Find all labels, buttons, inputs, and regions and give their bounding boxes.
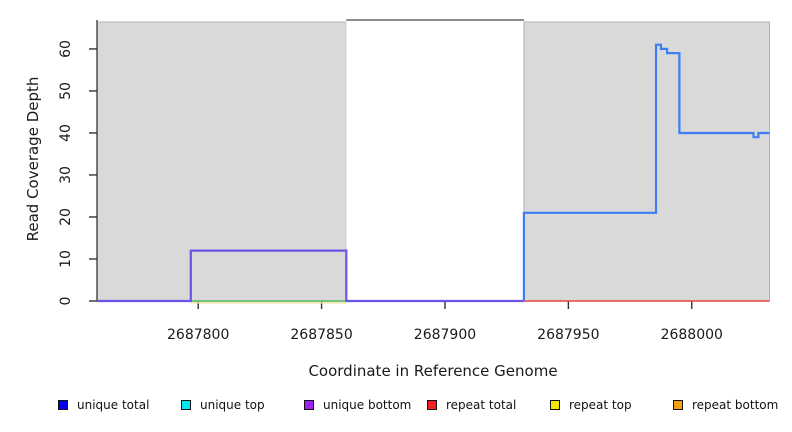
y-tick-label: 0 [58,297,74,306]
y-tick-label: 40 [58,124,74,142]
legend-label: unique total [77,398,150,412]
legend-item-unique-top: unique top [181,398,304,412]
x-tick-label: 2687800 [167,327,229,343]
y-tick-label: 50 [58,82,74,100]
unique-bottom-swatch-icon [304,400,314,410]
legend-label: repeat bottom [692,398,779,412]
legend-item-repeat-top: repeat top [550,398,673,412]
y-axis-title: Read Coverage Depth [24,77,42,242]
legend-item-unique-total: unique total [58,398,181,412]
y-tick-label: 60 [58,40,74,58]
region-repeat [523,21,770,302]
x-tick-label: 2687850 [290,327,352,343]
y-tick-label: 20 [58,208,74,226]
legend-label: repeat total [446,398,517,412]
legend-label: unique top [200,398,265,412]
series-unique-total [522,43,770,301]
repeat-total-swatch-icon [427,400,437,410]
legend: unique total unique top unique bottom re… [0,398,792,412]
repeat-top-swatch-icon [550,400,560,410]
legend-item-unique-bottom: unique bottom [304,398,427,412]
legend-item-repeat-total: repeat total [427,398,550,412]
x-tick-label: 2687950 [537,327,599,343]
x-tick-label: 2688000 [661,327,723,343]
unique-top-swatch-icon [181,400,191,410]
legend-label: repeat top [569,398,632,412]
x-tick-label: 2687900 [414,327,476,343]
y-tick-label: 10 [58,250,74,268]
legend-label: unique bottom [323,398,412,412]
plot-area: 0 10 20 30 40 50 60 2687800 2687850 2687900 268795… [58,19,770,343]
region-unique [346,20,524,301]
y-tick-label: 30 [58,166,74,184]
legend-item-repeat-bottom: repeat bottom [673,398,792,412]
repeat-bottom-swatch-icon [673,400,683,410]
series-unique-bottom [97,249,524,303]
x-axis-title: Coordinate in Reference Genome [308,362,557,380]
unique-total-swatch-icon [58,400,68,410]
region-repeat [96,21,347,302]
